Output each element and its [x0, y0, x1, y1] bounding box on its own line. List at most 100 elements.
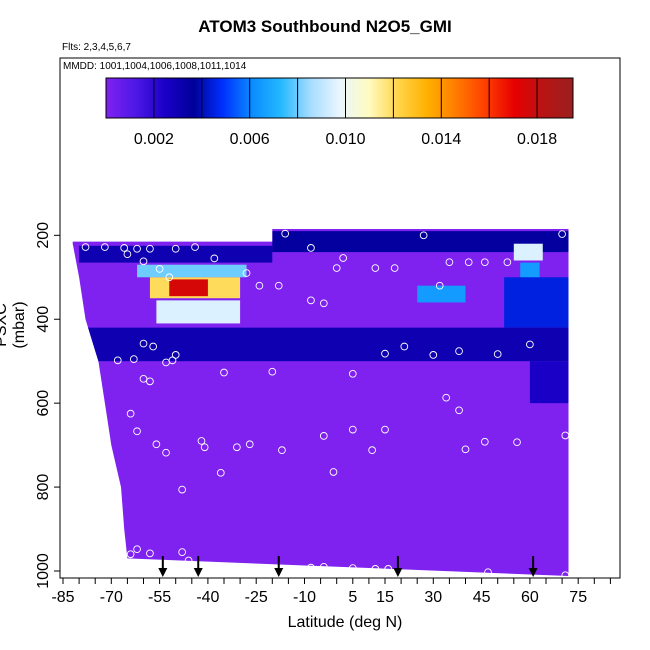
sample-point — [165, 273, 174, 282]
x-tick-label: -40 — [196, 589, 219, 606]
heatmap-cell — [513, 243, 543, 261]
heatmap-cell — [156, 300, 241, 324]
sample-point — [81, 243, 90, 251]
sample-point — [455, 347, 463, 355]
sample-point — [329, 468, 338, 476]
flight-arrow — [393, 556, 403, 577]
sample-point — [197, 437, 206, 445]
flights-note: Flts: 2,3,4,5,6,7 — [62, 42, 131, 53]
sample-point — [133, 427, 141, 436]
x-tick-label: 15 — [376, 589, 394, 606]
sample-point — [139, 339, 148, 348]
x-tick-label: 75 — [569, 589, 587, 606]
sample-point — [319, 432, 328, 440]
sample-point — [480, 258, 489, 267]
y-tick-label: 1000 — [35, 553, 52, 589]
heatmap-cell — [137, 264, 247, 278]
sample-point — [216, 468, 225, 477]
sample-point — [210, 254, 219, 263]
sample-point — [146, 244, 154, 253]
mmdd-note: MMDD: 1001,1004,1006,1008,1011,1014 — [63, 61, 247, 72]
sample-point — [162, 448, 170, 457]
heatmap-cell — [520, 262, 540, 282]
sample-point — [123, 250, 132, 259]
sample-point — [191, 243, 199, 251]
y-tick-label: 800 — [35, 474, 52, 501]
sample-point — [480, 437, 489, 446]
sample-point — [120, 244, 129, 252]
sample-point — [139, 374, 148, 383]
heatmap-cell — [79, 327, 569, 362]
sample-point — [155, 265, 164, 273]
colorbar-scale — [105, 77, 574, 119]
x-tick-label: -10 — [293, 589, 316, 606]
sample-point — [484, 568, 492, 577]
flight-markers — [158, 556, 538, 577]
sample-point — [133, 244, 141, 253]
sample-point — [558, 230, 566, 238]
sample-point — [435, 281, 444, 290]
sample-point — [381, 349, 389, 358]
sample-point — [65, 243, 74, 251]
sample-point — [368, 446, 376, 455]
sample-point — [461, 445, 470, 454]
sample-point — [200, 443, 209, 452]
sample-point — [419, 231, 428, 240]
flight-arrow — [274, 556, 284, 577]
colorbar-tick-label: 0.010 — [325, 131, 365, 148]
sample-point — [184, 556, 193, 565]
sample-point — [429, 351, 438, 359]
x-tick-label: 60 — [521, 589, 539, 606]
sample-point — [307, 296, 315, 305]
sample-point — [171, 351, 180, 359]
y-tick-label: 200 — [35, 222, 52, 249]
sample-point — [455, 406, 463, 415]
sample-point — [307, 244, 315, 252]
sample-point — [464, 258, 473, 267]
sample-point — [146, 549, 154, 558]
sample-point — [400, 342, 409, 351]
colorbar-tick-label: 0.006 — [230, 131, 270, 148]
heatmap-cell — [504, 277, 569, 328]
sample-point — [171, 244, 180, 253]
flight-arrow — [158, 556, 168, 577]
heatmap-cell — [272, 231, 569, 253]
heatmap-cell — [417, 285, 466, 303]
curtain-heatmap — [72, 229, 569, 576]
sample-point — [445, 258, 454, 267]
sample-point — [561, 571, 570, 580]
flight-arrow — [528, 556, 538, 577]
sample-point — [255, 281, 264, 290]
sample-point — [139, 257, 148, 266]
sample-point — [178, 485, 186, 494]
y-axis: 200 400 600 800 1000 — [35, 222, 60, 589]
x-tick-label: -25 — [245, 589, 268, 606]
sample-point — [332, 264, 341, 272]
sample-point — [146, 377, 154, 386]
x-tick-label: -55 — [148, 589, 171, 606]
sample-point — [513, 438, 521, 447]
heatmap-cell — [529, 361, 569, 404]
sample-point — [319, 562, 328, 571]
sample-point — [339, 254, 347, 262]
sample-point — [133, 545, 141, 554]
sample-point — [371, 565, 380, 573]
sample-point — [371, 264, 380, 272]
sample-point — [348, 564, 357, 572]
sample-point — [442, 393, 451, 402]
sample-point — [307, 563, 315, 572]
sample-point — [503, 258, 512, 267]
sample-point — [348, 369, 357, 378]
sample-point — [448, 571, 457, 580]
sample-point — [348, 425, 357, 434]
x-axis-label: Latitude (deg N) — [287, 614, 403, 631]
sample-point — [493, 350, 502, 358]
sample-point — [126, 409, 135, 418]
colorbar-tick-label: 0.014 — [421, 131, 461, 148]
flight-arrow — [193, 556, 203, 577]
colorbar: 0.002 0.006 0.010 0.014 0.018 — [105, 77, 574, 148]
sample-point — [281, 229, 290, 238]
sample-point — [113, 356, 122, 365]
